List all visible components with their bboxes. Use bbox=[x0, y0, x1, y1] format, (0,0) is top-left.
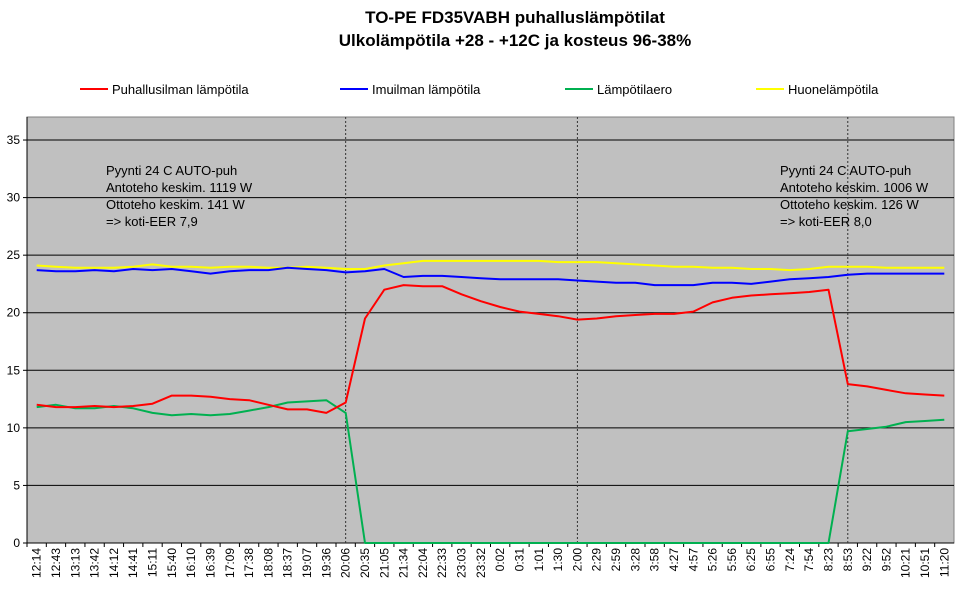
legend-swatch-green bbox=[565, 88, 593, 90]
x-tick-label: 22:04 bbox=[416, 548, 430, 578]
x-tick-label: 15:11 bbox=[146, 548, 160, 577]
x-tick-label: 2:59 bbox=[609, 548, 623, 572]
x-tick-label: 2:00 bbox=[570, 548, 584, 572]
y-tick-label: 5 bbox=[13, 478, 20, 492]
x-tick-label: 16:10 bbox=[184, 548, 198, 578]
x-tick-label: 9:52 bbox=[879, 548, 893, 572]
x-tick-label: 2:29 bbox=[590, 548, 604, 572]
legend-label: Imuilman lämpötila bbox=[372, 81, 481, 97]
y-tick-label: 30 bbox=[7, 191, 21, 205]
annotation-line: Antoteho keskim. 1119 W bbox=[106, 180, 253, 195]
annotation-line: => koti-EER 7,9 bbox=[106, 214, 198, 229]
annotation-left: Pyynti 24 C AUTO-puh Antoteho keskim. 11… bbox=[106, 162, 252, 230]
x-tick-label: 5:56 bbox=[725, 548, 739, 572]
x-tick-label: 12:14 bbox=[30, 548, 44, 578]
x-tick-label: 22:33 bbox=[435, 548, 449, 578]
x-tick-label: 23:03 bbox=[455, 548, 469, 578]
annotation-line: Pyynti 24 C AUTO-puh bbox=[106, 163, 238, 178]
x-tick-label: 14:41 bbox=[126, 548, 140, 578]
legend-item-huonelampotila: Huonelämpötila bbox=[756, 81, 878, 97]
annotation-line: Pyynti 24 C AUTO-puh bbox=[780, 163, 912, 178]
x-tick-label: 20:06 bbox=[339, 548, 353, 578]
x-tick-label: 13:42 bbox=[88, 548, 102, 578]
x-tick-label: 19:07 bbox=[300, 548, 314, 578]
x-tick-label: 10:21 bbox=[899, 548, 913, 578]
x-tick-label: 19:36 bbox=[319, 548, 333, 578]
legend-label: Huonelämpötila bbox=[788, 81, 879, 97]
series-line-1 bbox=[36, 266, 945, 287]
legend-swatch-blue bbox=[340, 88, 368, 90]
x-tick-label: 15:40 bbox=[165, 548, 179, 578]
legend-item-puhallusilma: Puhallusilman lämpötila bbox=[80, 81, 249, 97]
x-tick-label: 7:54 bbox=[802, 548, 816, 572]
x-tick-label: 12:43 bbox=[49, 548, 63, 578]
x-tick-label: 10:51 bbox=[918, 548, 932, 578]
x-tick-label: 18:37 bbox=[281, 548, 295, 578]
y-tick-label: 25 bbox=[7, 248, 21, 262]
y-tick-label: 20 bbox=[7, 306, 21, 320]
plot-area bbox=[26, 116, 955, 544]
chart-subtitle: Ulkolämpötila +28 - +12C ja kosteus 96-3… bbox=[338, 31, 692, 50]
x-tick-label: 20:35 bbox=[358, 548, 372, 578]
series-line-3 bbox=[36, 259, 945, 272]
x-tick-label: 5:26 bbox=[706, 548, 720, 572]
legend-label: Puhallusilman lämpötila bbox=[112, 81, 249, 97]
annotation-line: Ottoteho keskim. 126 W bbox=[780, 197, 919, 212]
y-tick-label: 15 bbox=[7, 363, 21, 377]
legend-item-imuilma: Imuilman lämpötila bbox=[340, 81, 480, 97]
x-tick-label: 3:28 bbox=[628, 548, 642, 572]
legend-swatch-yellow bbox=[756, 88, 784, 90]
x-tick-label: 4:27 bbox=[667, 548, 681, 572]
x-tick-label: 0:31 bbox=[512, 548, 526, 572]
x-tick-label: 4:57 bbox=[686, 548, 700, 572]
x-tick-label: 13:13 bbox=[68, 548, 82, 578]
y-tick-label: 0 bbox=[13, 536, 20, 550]
series-line-0 bbox=[36, 284, 945, 414]
x-tick-label: 21:34 bbox=[397, 548, 411, 578]
y-tick-label: 10 bbox=[7, 421, 21, 435]
x-tick-label: 18:08 bbox=[261, 548, 275, 578]
series-line-2 bbox=[36, 399, 945, 544]
x-tick-label: 6:25 bbox=[744, 548, 758, 572]
x-tick-label: 1:30 bbox=[551, 548, 565, 572]
annotation-line: => koti-EER 8,0 bbox=[780, 214, 872, 229]
x-tick-label: 7:24 bbox=[783, 548, 797, 572]
x-tick-label: 6:55 bbox=[764, 548, 778, 572]
x-tick-label: 9:22 bbox=[860, 548, 874, 572]
x-tick-label: 17:38 bbox=[242, 548, 256, 578]
legend-swatch-red bbox=[80, 88, 108, 90]
annotation-line: Antoteho keskim. 1006 W bbox=[780, 180, 929, 195]
x-tick-label: 23:32 bbox=[474, 548, 488, 578]
annotation-right: Pyynti 24 C AUTO-puh Antoteho keskim. 10… bbox=[780, 162, 928, 230]
x-tick-label: 3:58 bbox=[648, 548, 662, 572]
x-tick-label: 8:23 bbox=[821, 548, 835, 572]
x-tick-label: 0:02 bbox=[493, 548, 507, 572]
x-tick-label: 8:53 bbox=[841, 548, 855, 572]
legend-item-lampotilaero: Lämpötilaero bbox=[565, 81, 672, 97]
x-tick-label: 17:09 bbox=[223, 548, 237, 578]
x-tick-label: 11:20 bbox=[937, 548, 951, 577]
x-tick-label: 16:39 bbox=[203, 548, 217, 578]
x-tick-label: 21:05 bbox=[377, 548, 391, 578]
y-tick-label: 35 bbox=[7, 133, 21, 147]
annotation-line: Ottoteho keskim. 141 W bbox=[106, 197, 245, 212]
chart-title: TO-PE FD35VABH puhalluslämpötilat bbox=[365, 8, 665, 27]
x-tick-label: 1:01 bbox=[532, 548, 546, 572]
x-tick-label: 14:12 bbox=[107, 548, 121, 578]
legend-label: Lämpötilaero bbox=[597, 81, 673, 97]
